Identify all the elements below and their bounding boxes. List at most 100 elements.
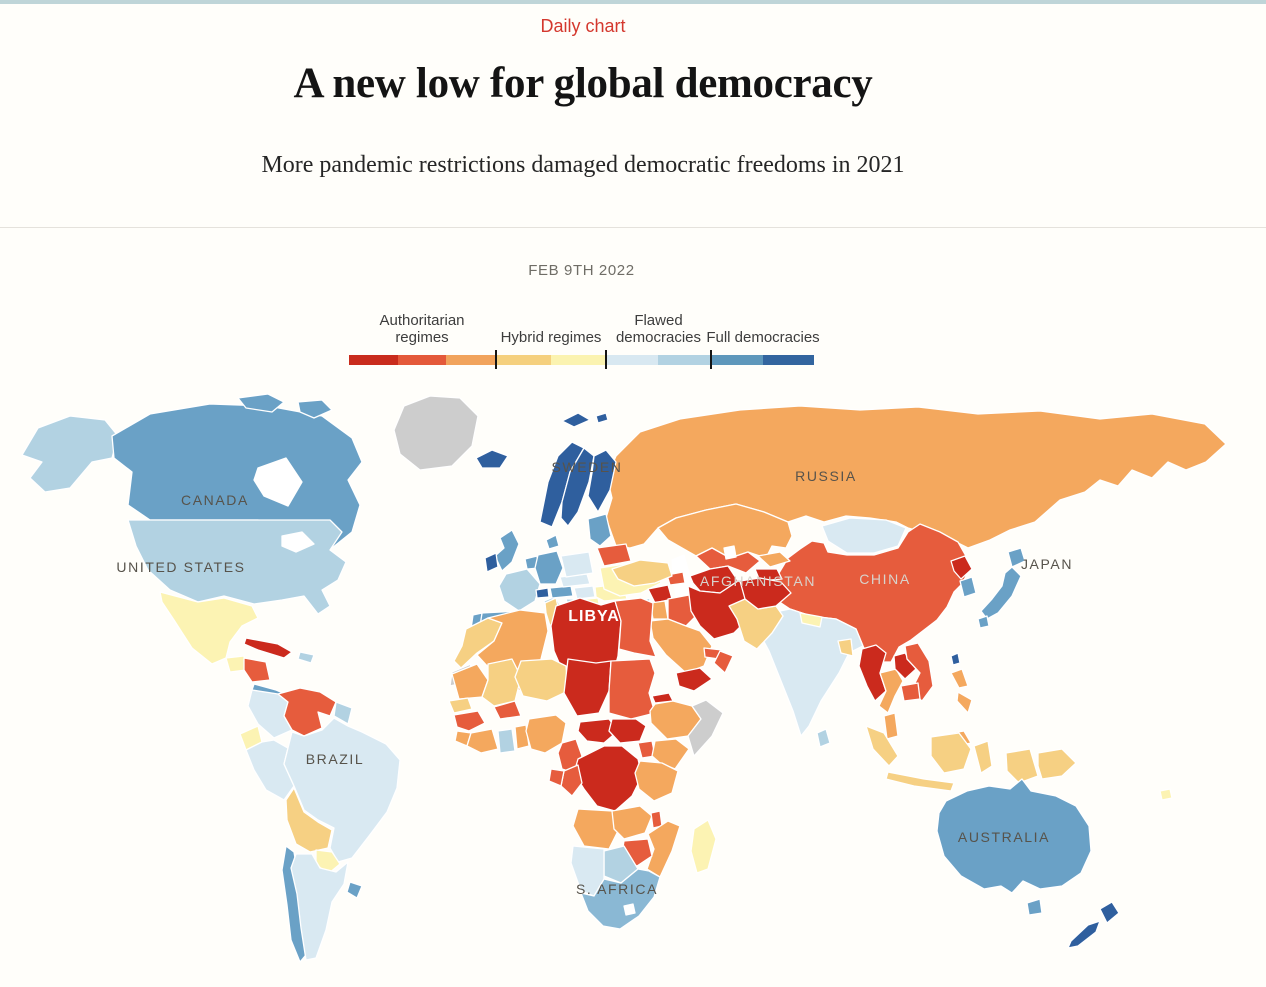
map-region-guinea	[453, 710, 486, 732]
map-region-japan-honshu	[980, 566, 1022, 620]
header-divider	[0, 227, 1266, 228]
map-region-france	[498, 568, 541, 612]
map-region-honduras-nicaragua	[243, 657, 271, 683]
map-region-svalbard-2	[595, 412, 609, 424]
map-region-angola	[572, 808, 619, 850]
map-region-hungary	[573, 585, 596, 600]
map-region-australia	[936, 778, 1092, 894]
map-region-ivory-coast	[466, 728, 499, 754]
map-region-sri-lanka	[816, 728, 831, 748]
map-region-new-zealand-south	[1067, 920, 1101, 949]
map-region-sulawesi	[973, 740, 993, 774]
map-region-cambodia	[900, 682, 921, 702]
map-label-brazil: BRAZIL	[306, 751, 365, 767]
map-region-philippines-south	[956, 691, 973, 714]
map-region-greenland	[393, 395, 479, 471]
legend-segment	[762, 354, 814, 365]
map-label-afghanistan: AFGHANISTAN	[700, 573, 816, 589]
map-region-new-zealand-north	[1099, 901, 1120, 924]
map-region-kazakhstan	[657, 503, 793, 559]
map-region-aral-sea	[723, 545, 737, 560]
map-label-australia: AUSTRALIA	[958, 829, 1050, 845]
map-region-car	[577, 718, 619, 744]
map-region-guatemala	[225, 655, 247, 673]
map-region-burkina-faso	[493, 700, 522, 720]
map-region-kalimantan	[930, 732, 972, 774]
map-region-svalbard-1	[561, 412, 591, 428]
map-region-papua-new-guinea	[1037, 748, 1077, 780]
map-region-lesotho	[623, 903, 636, 916]
legend-tick	[604, 350, 607, 369]
map-region-alaska	[21, 415, 119, 493]
map-region-afghanistan	[739, 577, 792, 610]
map-region-laos	[893, 652, 917, 680]
map-region-poland	[560, 551, 594, 578]
page-subtitle: More pandemic restrictions damaged democ…	[261, 152, 905, 178]
legend-segment	[446, 354, 495, 365]
legend-segment	[349, 354, 398, 365]
legend-segment	[397, 354, 447, 365]
map-region-canada-arctic-1	[237, 393, 285, 413]
map-region-tasmania	[1026, 898, 1043, 916]
map-region-nepal	[799, 612, 823, 628]
map-label-canada: CANADA	[181, 492, 249, 508]
map-region-iraq	[667, 594, 697, 627]
legend-segment	[658, 354, 710, 365]
map-region-egypt	[614, 597, 657, 658]
map-region-venezuela	[277, 687, 337, 737]
map-region-japan-kyushu	[977, 615, 990, 629]
map-region-hudson-bay	[253, 457, 303, 507]
map-region-baltics	[587, 513, 612, 547]
map-region-mozambique	[646, 820, 681, 878]
legend-segment	[606, 354, 659, 365]
map-region-yemen	[675, 667, 713, 692]
map-region-turkey	[611, 559, 673, 587]
map-region-java	[885, 771, 955, 792]
map-region-mexico	[159, 591, 259, 665]
map-region-north-korea	[950, 555, 973, 580]
map-region-great-lakes	[281, 531, 315, 553]
map-region-south-africa	[580, 868, 661, 930]
map-label-japan: JAPAN	[1021, 556, 1073, 572]
legend-bar	[349, 350, 814, 369]
map-label-sweden: SWEDEN	[551, 459, 622, 475]
map-region-sweden	[560, 447, 595, 527]
map-region-brazil	[283, 717, 401, 863]
map-region-zambia	[611, 805, 653, 840]
map-region-canada-arctic-2	[297, 399, 333, 419]
chart-date: FEB 9TH 2022	[528, 262, 635, 279]
map-region-west-papua	[1005, 748, 1039, 784]
article-header: Daily chart A new low for global democra…	[0, 4, 1166, 179]
map-label-libya: LIBYA	[568, 608, 620, 625]
map-label-south-africa: S. AFRICA	[576, 881, 658, 897]
map-label-russia: RUSSIA	[795, 468, 857, 484]
map-region-bangladesh	[837, 638, 854, 657]
legend-segment	[550, 354, 605, 365]
map-region-uruguay	[346, 881, 363, 899]
map-region-hispaniola	[297, 651, 315, 664]
map-region-vietnam	[904, 642, 934, 702]
map-region-mongolia	[821, 517, 907, 554]
map-region-sudan	[608, 658, 656, 720]
kicker: Daily chart	[540, 16, 626, 36]
map-region-switzerland	[535, 587, 550, 599]
map-region-south-korea	[959, 576, 977, 598]
map-region-tanzania	[634, 760, 679, 802]
map-region-niger	[514, 658, 569, 702]
map-region-gabon	[548, 768, 565, 787]
map-region-nigeria	[525, 714, 567, 754]
top-accent-bar	[0, 0, 1266, 4]
map-region-cuba	[243, 637, 293, 659]
legend-segment	[496, 354, 551, 365]
map-region-somalia	[687, 699, 724, 757]
map-region-germany	[534, 550, 564, 585]
map-region-denmark	[545, 534, 560, 550]
map-region-kyrgyzstan	[757, 551, 791, 568]
map-region-sumatra	[865, 725, 899, 767]
map-region-malaysia-peninsula	[883, 712, 899, 740]
legend: Authoritarian regimes Hybrid regimes Flawe…	[349, 311, 820, 369]
map-region-japan-hokkaido	[1007, 547, 1026, 568]
legend-group-label: Authoritarian regimes	[379, 311, 465, 346]
map-region-south-sudan	[608, 718, 647, 744]
